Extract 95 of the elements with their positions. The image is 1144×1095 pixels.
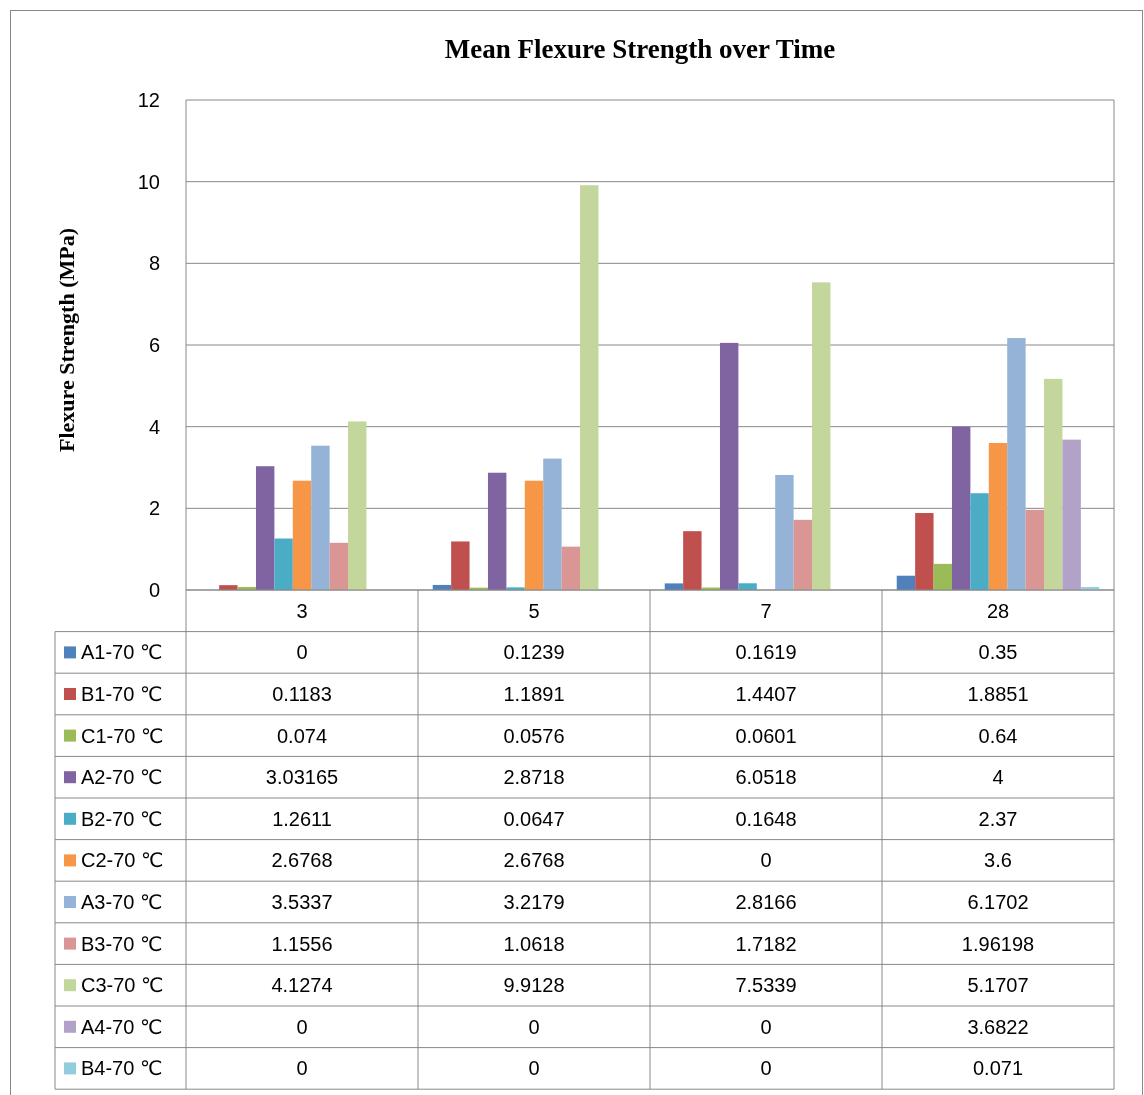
bar <box>255 466 275 590</box>
data-label: 0.0647 <box>503 807 565 830</box>
data-label: 1.4407 <box>735 683 797 705</box>
data-label: 4 <box>992 766 1004 789</box>
bar <box>487 472 507 590</box>
x-tick-label: 3 <box>296 599 308 622</box>
bar <box>274 538 293 590</box>
data-label: 1.8851 <box>967 683 1029 705</box>
legend-label: C2-70 ℃ <box>81 849 164 872</box>
bar <box>951 426 971 590</box>
bar <box>970 493 989 590</box>
y-tick-label: 6 <box>148 334 160 356</box>
x-tick-label: 28 <box>986 599 1010 622</box>
data-label: 0 <box>760 1057 772 1080</box>
data-label: 0.071 <box>972 1057 1024 1080</box>
bar <box>719 342 739 590</box>
data-label: 0.0601 <box>735 724 797 747</box>
data-label: 0.074 <box>276 724 328 747</box>
data-label: 0 <box>760 1015 772 1038</box>
legend-label: C1-70 ℃ <box>81 724 164 747</box>
data-label: 3.03165 <box>265 766 339 789</box>
data-label: 0 <box>528 1057 540 1080</box>
data-label: 0.35 <box>978 641 1018 664</box>
y-tick-label: 10 <box>137 170 160 193</box>
bar <box>292 480 312 590</box>
data-label: 1.0618 <box>503 932 565 955</box>
bar <box>793 519 813 590</box>
legend-label: C3-70 ℃ <box>81 974 164 997</box>
x-tick-label: 7 <box>760 599 772 622</box>
data-label: 3.6 <box>984 849 1012 872</box>
bar <box>348 421 367 590</box>
bar <box>311 445 330 590</box>
data-label: 2.8166 <box>735 891 797 913</box>
data-label: 1.96198 <box>961 932 1035 955</box>
bar <box>1007 338 1026 590</box>
data-label: 7.5339 <box>735 974 797 997</box>
data-label: 1.1891 <box>503 683 565 705</box>
bar <box>451 541 470 590</box>
data-label: 6.1702 <box>967 891 1029 913</box>
data-label: 3.2179 <box>503 891 565 913</box>
data-label: 5.1707 <box>967 974 1029 997</box>
legend-label: B3-70 ℃ <box>81 932 163 955</box>
y-tick-label: 12 <box>137 89 160 111</box>
legend-label: B2-70 ℃ <box>81 807 163 830</box>
data-label: 0.1183 <box>272 683 332 705</box>
data-label: 0.0576 <box>503 724 565 747</box>
bar <box>561 546 581 590</box>
legend-label: A3-70 ℃ <box>81 891 163 913</box>
data-label: 2.37 <box>978 807 1018 830</box>
bar <box>1062 439 1081 590</box>
bar <box>933 563 952 590</box>
data-label: 0 <box>296 1015 308 1038</box>
y-tick-label: 8 <box>148 252 160 275</box>
y-tick-label: 4 <box>148 415 160 438</box>
data-label: 0 <box>760 849 772 872</box>
data-label: 2.6768 <box>271 849 333 872</box>
y-tick-label: 2 <box>148 497 160 520</box>
data-label: 6.0518 <box>735 766 797 789</box>
data-label: 1.7182 <box>735 932 797 955</box>
bar <box>775 474 794 590</box>
y-tick-label: 0 <box>148 579 160 601</box>
data-label: 3.6822 <box>967 1015 1029 1038</box>
data-label: 4.1274 <box>271 974 333 997</box>
bar <box>543 458 562 590</box>
bar <box>580 185 599 590</box>
data-label: 3.5337 <box>271 891 333 913</box>
legend-label: B4-70 ℃ <box>81 1057 163 1080</box>
chart-title: Mean Flexure Strength over Time <box>444 34 836 64</box>
bar <box>683 531 702 590</box>
bar <box>738 583 757 590</box>
data-label: 1.1556 <box>271 932 333 955</box>
data-label: 0.64 <box>978 724 1018 747</box>
bar <box>988 443 1008 590</box>
data-label: 0 <box>296 641 308 664</box>
y-axis-title: Flexure Strength (MPa) <box>54 227 79 453</box>
x-tick-label: 5 <box>528 599 540 622</box>
data-label: 0 <box>528 1015 540 1038</box>
bar <box>1025 509 1045 590</box>
data-label: 0.1619 <box>735 641 797 664</box>
legend-label: A2-70 ℃ <box>81 766 163 789</box>
data-label: 2.8718 <box>503 766 565 789</box>
data-label: 0 <box>296 1057 308 1080</box>
bar <box>915 513 934 590</box>
data-label: 2.6768 <box>503 849 565 872</box>
data-label: 0.1648 <box>735 807 797 830</box>
data-label: 1.2611 <box>272 807 332 830</box>
bar <box>812 282 831 590</box>
data-label: 9.9128 <box>503 974 565 997</box>
legend-label: B1-70 ℃ <box>81 683 163 705</box>
bar <box>329 542 349 590</box>
legend-label: A4-70 ℃ <box>81 1015 163 1038</box>
bar <box>524 480 544 590</box>
legend-label: A1-70 ℃ <box>81 641 163 664</box>
data-label: 0.1239 <box>503 641 565 664</box>
bar <box>1044 378 1063 590</box>
